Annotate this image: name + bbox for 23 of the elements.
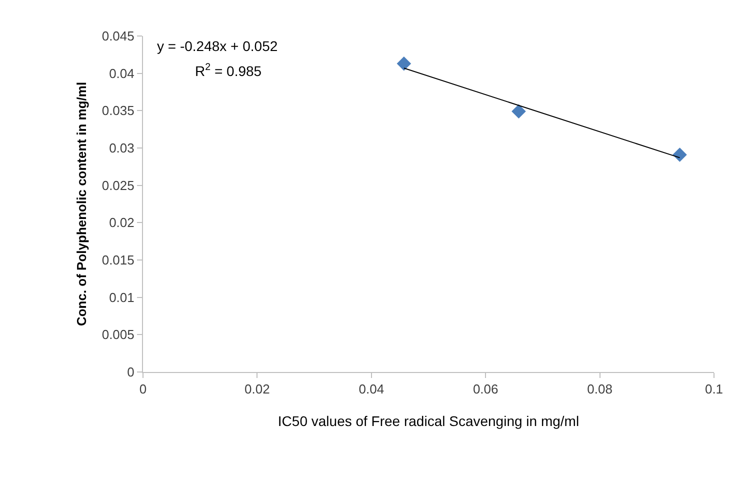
y-tick-label: 0.02 <box>109 215 134 230</box>
y-tick-label: 0.03 <box>109 140 134 156</box>
y-tick-label: 0.015 <box>102 252 134 268</box>
x-tick-label: 0.04 <box>358 382 384 397</box>
y-axis-title: Conc. of Polyphenolic content in mg/ml <box>74 82 89 326</box>
y-tick-label: 0.025 <box>102 178 134 193</box>
x-tick-label: 0.06 <box>472 382 498 397</box>
x-tick-label: 0.08 <box>587 382 612 397</box>
y-tick-label: 0 <box>127 364 134 380</box>
annotation: R$^{2}$ = 0.985 <box>195 62 262 79</box>
point <box>396 56 412 71</box>
y-tick-label: 0.035 <box>102 103 134 118</box>
y-tick-label: 0.01 <box>109 290 134 305</box>
y-tick-label: 0.04 <box>109 66 134 81</box>
point <box>672 148 687 162</box>
y-tick-label: 0.045 <box>102 28 134 44</box>
x-axis-title: IC50 values of Free radical Scavenging in mg/ml <box>278 412 580 429</box>
x-tick-label: 0 <box>139 382 147 397</box>
point <box>512 104 526 119</box>
annotation: y = -0.248x + 0.052 <box>157 38 278 54</box>
y-tick-label: 0.005 <box>102 327 134 342</box>
x-tick-label: 0.1 <box>704 382 724 397</box>
x-tick-label: 0.02 <box>244 382 270 397</box>
